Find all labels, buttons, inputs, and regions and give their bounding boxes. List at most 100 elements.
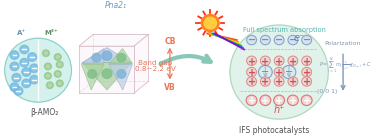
Circle shape [45,72,51,79]
Text: +: + [303,57,311,67]
Circle shape [46,74,50,77]
Text: CB: CB [164,37,176,46]
Circle shape [288,35,298,45]
Text: +: + [261,78,270,88]
Circle shape [274,35,284,45]
Circle shape [22,68,31,76]
Text: +: + [303,78,311,88]
Circle shape [201,15,219,32]
Text: Band gap: Band gap [138,60,172,66]
Circle shape [45,63,51,70]
Text: β-AMO₂: β-AMO₂ [30,108,58,117]
Circle shape [230,25,328,119]
Circle shape [56,61,63,68]
Text: +: + [275,78,283,88]
Circle shape [274,95,285,105]
Text: −: − [248,35,256,45]
Text: 0.8~2.2 eV: 0.8~2.2 eV [135,66,176,72]
Circle shape [56,80,63,87]
Circle shape [102,51,112,60]
Circle shape [28,53,37,61]
Polygon shape [109,48,133,64]
Text: +: + [289,96,297,106]
Circle shape [204,17,217,29]
Circle shape [58,82,61,85]
Circle shape [282,65,296,79]
Text: (0 0 1): (0 0 1) [316,89,337,94]
Circle shape [92,53,101,62]
Circle shape [54,71,61,77]
Text: A⁺: A⁺ [17,30,26,36]
Circle shape [247,56,257,65]
Text: +: + [303,68,311,78]
Circle shape [58,63,61,66]
Circle shape [56,56,59,58]
Polygon shape [79,46,135,93]
Text: +: + [275,96,283,106]
Text: −: − [261,67,270,77]
Text: +: + [303,96,311,106]
Circle shape [274,77,284,86]
Text: h⁺: h⁺ [274,105,285,115]
Text: +: + [248,68,256,78]
Circle shape [288,95,298,105]
Text: +: + [248,78,256,88]
Circle shape [48,84,51,87]
Circle shape [5,38,71,102]
Circle shape [14,87,23,95]
Circle shape [30,64,39,72]
Polygon shape [82,48,132,63]
Circle shape [302,56,311,65]
Circle shape [88,70,97,78]
Circle shape [260,95,271,105]
Text: Pna2₁: Pna2₁ [105,1,127,10]
Circle shape [10,51,19,59]
Circle shape [260,77,270,86]
Circle shape [117,53,126,62]
Circle shape [274,67,284,77]
Circle shape [117,70,126,78]
Text: +: + [248,57,256,67]
Text: VB: VB [164,83,176,92]
Circle shape [20,45,29,54]
Circle shape [10,83,19,91]
Text: +: + [261,96,270,106]
Circle shape [102,69,112,78]
Text: +: + [289,57,297,67]
Circle shape [20,58,29,67]
Circle shape [10,62,19,71]
Circle shape [54,54,61,60]
Circle shape [46,65,50,68]
Text: −: − [285,67,293,77]
Circle shape [247,35,257,45]
Circle shape [56,72,59,75]
Circle shape [247,67,257,77]
Circle shape [260,56,270,65]
Text: −: − [303,35,311,45]
Text: Full spectrum absorption: Full spectrum absorption [243,27,325,33]
Text: +: + [275,57,283,67]
Polygon shape [79,34,148,46]
Text: $P=\sum_{i=1}^{N}m_i\frac{r_i}{r_{Za^{2+}}}\chi_{O-i}+C$: $P=\sum_{i=1}^{N}m_i\frac{r_i}{r_{Za^{2+… [319,56,372,75]
Polygon shape [81,65,104,90]
Text: −: − [261,35,270,45]
Circle shape [246,95,257,105]
Polygon shape [109,65,133,90]
Polygon shape [81,48,104,64]
Text: +: + [261,57,270,67]
Text: −: − [289,35,297,45]
Circle shape [274,56,284,65]
Circle shape [22,79,31,88]
Polygon shape [135,34,148,93]
Polygon shape [82,63,132,90]
Circle shape [302,67,311,77]
Text: +: + [248,96,256,106]
Circle shape [247,77,257,86]
Text: Polarization: Polarization [325,41,361,46]
Circle shape [288,56,298,65]
Text: +: + [289,78,297,88]
Circle shape [301,95,312,105]
Circle shape [259,65,272,79]
Circle shape [30,75,39,84]
Text: IFS photocatalysts: IFS photocatalysts [239,126,309,135]
